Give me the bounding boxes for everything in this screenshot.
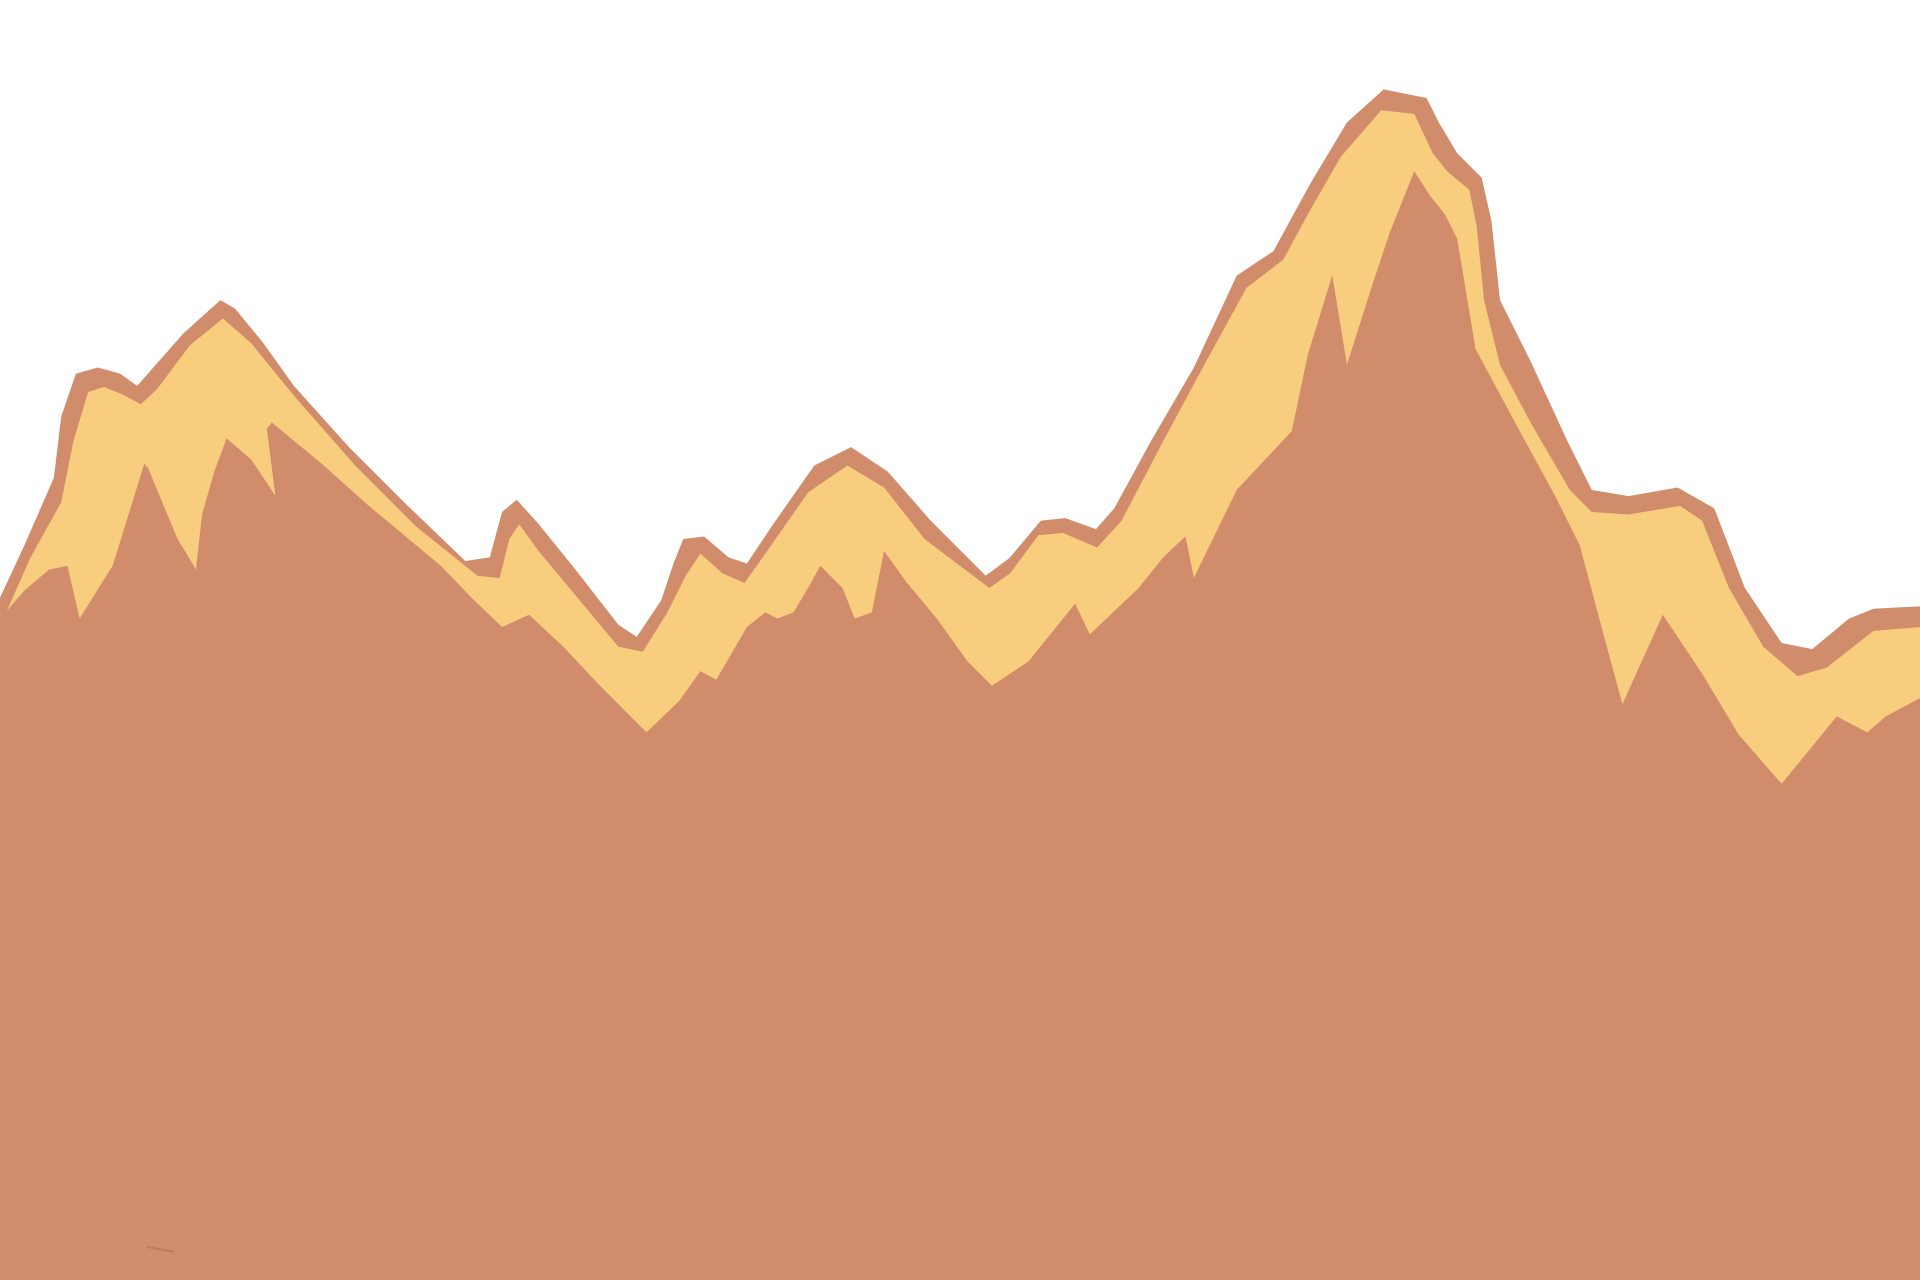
foreground-slope-mark	[146, 1246, 175, 1253]
mountain-body	[0, 171, 1920, 1280]
snow-cap	[6, 110, 1920, 784]
